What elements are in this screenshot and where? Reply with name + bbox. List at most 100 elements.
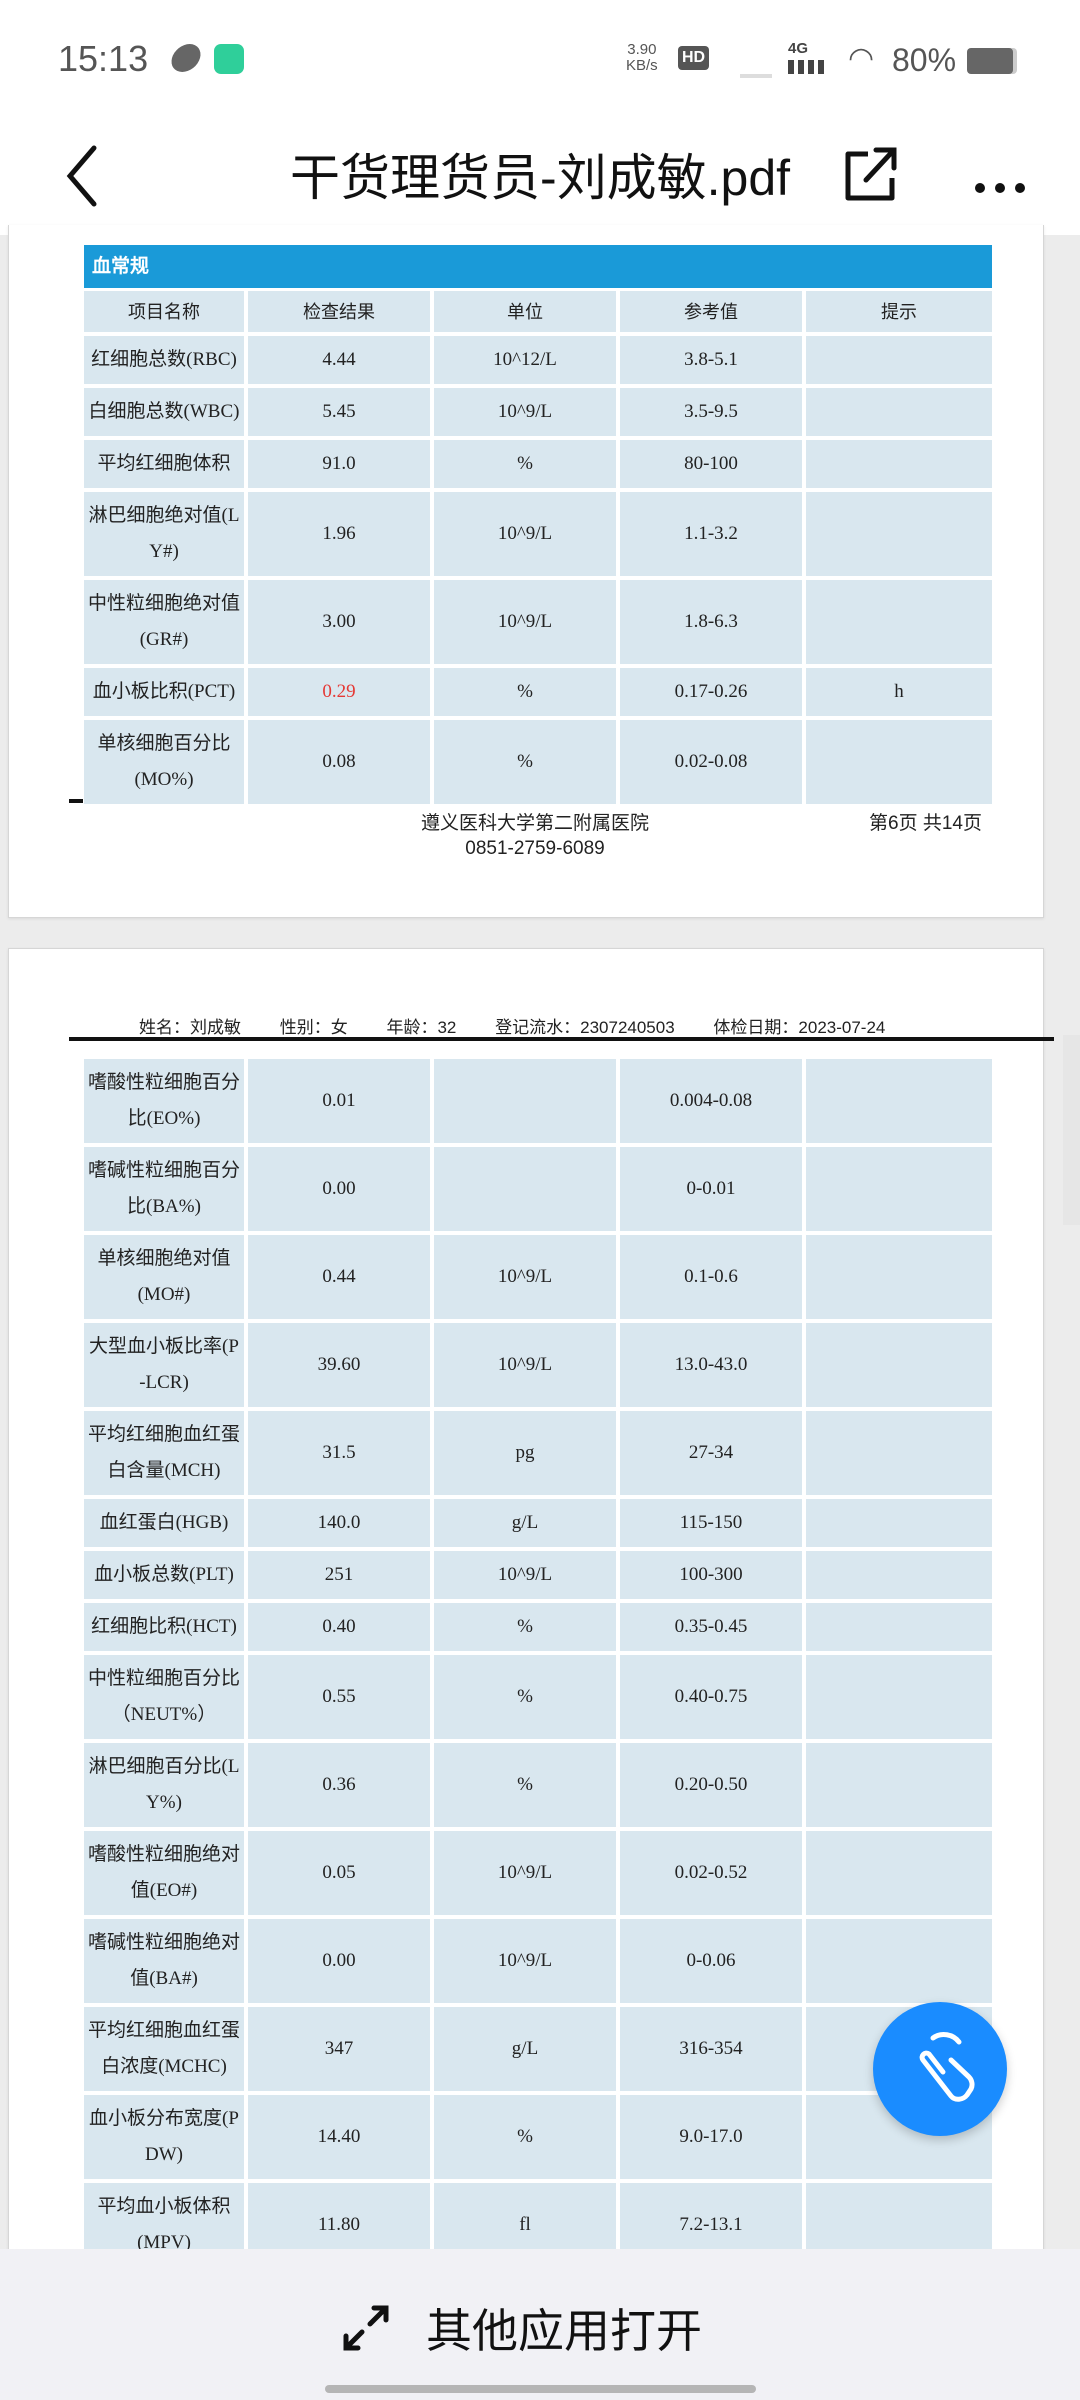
cell-name: 血红蛋白(HGB) [84,1499,244,1547]
column-header: 参考值 [620,291,802,332]
cell-hint [806,1551,992,1599]
blood-routine-table-continued: 嗜酸性粒细胞百分比(EO%) 0.01 0.004-0.08 嗜碱性粒细胞百分比(BA… [84,1059,992,2271]
share-button[interactable] [840,140,900,210]
cell-result: 251 [248,1551,430,1599]
cell-unit: % [434,1603,616,1651]
cell-hint [806,1323,992,1407]
cell-unit: % [434,720,616,804]
exam-date: 体检日期：2023-07-24 [713,1018,886,1037]
cell-unit: 10^9/L [434,1235,616,1319]
cell-ref: 115-150 [620,1499,802,1547]
back-button[interactable] [58,140,108,212]
open-with-other-app-button[interactable]: 其他应用打开 [340,2290,740,2366]
cell-name: 嗜酸性粒细胞百分比(EO%) [84,1059,244,1143]
table-row: 单核细胞百分比(MO%) 0.08% 0.02-0.08 [84,720,992,804]
cell-ref: 27-34 [620,1411,802,1495]
patient-info: 姓名：刘成敏 性别：女 年龄：32 登记流水：2307240503 体检日期：2… [69,1013,1054,1041]
network-type: 4G [788,40,809,57]
table-row: 平均红细胞血红蛋白浓度(MCHC) 347 g/L 316-354 [84,2007,992,2091]
table-row: 血小板总数(PLT) 251 10^9/L 100-300 [84,1551,992,1599]
cell-hint [806,720,992,804]
table-row: 淋巴细胞百分比(LY%) 0.36% 0.20-0.50 [84,1743,992,1827]
cell-name: 白细胞总数(WBC) [84,388,244,436]
cell-unit: % [434,440,616,488]
cell-result: 0.40 [248,1603,430,1651]
cell-ref: 3.5-9.5 [620,388,802,436]
more-icon [975,183,1025,193]
cell-unit: % [434,2095,616,2179]
cell-result: 0.36 [248,1743,430,1827]
cell-hint [806,1603,992,1651]
cell-name: 嗜碱性粒细胞百分比(BA%) [84,1147,244,1231]
cell-result: 3.00 [248,580,430,664]
cell-ref: 0.1-0.6 [620,1235,802,1319]
cell-unit: 10^12/L [434,336,616,384]
cell-result: 0.00 [248,1919,430,2003]
cell-hint [806,1059,992,1143]
status-bar: 15:13 3.90 KB/s HD 4G ◠ 80% [0,0,1080,120]
cell-name: 嗜碱性粒细胞绝对值(BA#) [84,1919,244,2003]
table-row: 嗜酸性粒细胞百分比(EO%) 0.01 0.004-0.08 [84,1059,992,1143]
cell-unit [434,1059,616,1143]
table-row: 单核细胞绝对值(MO#) 0.44 10^9/L 0.1-0.6 [84,1235,992,1319]
cell-result: 5.45 [248,388,430,436]
cell-ref: 0.02-0.52 [620,1831,802,1915]
table-row: 中性粒细胞绝对值(GR#) 3.00 10^9/L 1.8-6.3 [84,580,992,664]
cell-result: 0.08 [248,720,430,804]
cell-name: 血小板比积(PCT) [84,668,244,716]
cell-hint [806,1655,992,1739]
cell-result: 0.01 [248,1059,430,1143]
status-time: 15:13 [58,38,149,79]
cell-ref: 0-0.01 [620,1147,802,1231]
cell-result: 0.29 [248,668,430,716]
gesture-fab-button[interactable] [873,2002,1007,2136]
cell-result: 1.96 [248,492,430,576]
cell-unit: g/L [434,2007,616,2091]
cell-unit: % [434,668,616,716]
cell-result: 140.0 [248,1499,430,1547]
table-row: 中性粒细胞百分比（NEUT%） 0.55% 0.40-0.75 [84,1655,992,1739]
cell-name: 中性粒细胞绝对值(GR#) [84,580,244,664]
cell-name: 大型血小板比率(P-LCR) [84,1323,244,1407]
cell-ref: 100-300 [620,1551,802,1599]
cell-ref: 0.004-0.08 [620,1059,802,1143]
cell-ref: 0.40-0.75 [620,1655,802,1739]
table-row: 血小板分布宽度(PDW) 14.40% 9.0-17.0 [84,2095,992,2179]
table-row: 平均红细胞血红蛋白含量(MCH) 31.5 pg 27-34 [84,1411,992,1495]
table-header-row: 项目名称 检查结果 单位 参考值 提示 [84,291,992,332]
tap-hand-icon [919,2032,975,2102]
cell-name: 平均红细胞体积 [84,440,244,488]
patient-gender: 性别：女 [279,1018,348,1037]
section-header: 血常规 [84,245,992,288]
cell-hint [806,1919,992,2003]
share-icon [845,147,897,201]
cell-result: 91.0 [248,440,430,488]
net-speed: 3.90 KB/s [626,42,658,74]
column-header: 单位 [434,291,616,332]
cell-ref: 0-0.06 [620,1919,802,2003]
cell-unit [434,1147,616,1231]
cell-result: 39.60 [248,1323,430,1407]
cell-unit: g/L [434,1499,616,1547]
wifi-icon: ◠ [848,42,875,75]
cell-unit: % [434,1743,616,1827]
table-row: 红细胞比积(HCT) 0.40% 0.35-0.45 [84,1603,992,1651]
scrollbar-thumb[interactable] [1063,1035,1080,1225]
table-row: 血小板比积(PCT) 0.29% 0.17-0.26 h [84,668,992,716]
cell-name: 淋巴细胞百分比(LY%) [84,1743,244,1827]
cell-name: 血小板总数(PLT) [84,1551,244,1599]
cell-ref: 3.8-5.1 [620,336,802,384]
table-row: 嗜酸性粒细胞绝对值(EO#) 0.05 10^9/L 0.02-0.52 [84,1831,992,1915]
table-row: 嗜碱性粒细胞百分比(BA%) 0.00 0-0.01 [84,1147,992,1231]
net-speed-unit: KB/s [626,57,658,74]
cell-hint [806,1831,992,1915]
expand-icon [343,2305,389,2351]
home-indicator[interactable] [325,2385,756,2393]
bottom-bar [0,2249,1080,2400]
page-number: 第6页 共14页 [869,813,982,834]
cell-hint [806,492,992,576]
app-notification-icon [168,44,204,72]
column-header: 项目名称 [84,291,244,332]
more-button[interactable] [970,140,1030,210]
cell-name: 红细胞总数(RBC) [84,336,244,384]
